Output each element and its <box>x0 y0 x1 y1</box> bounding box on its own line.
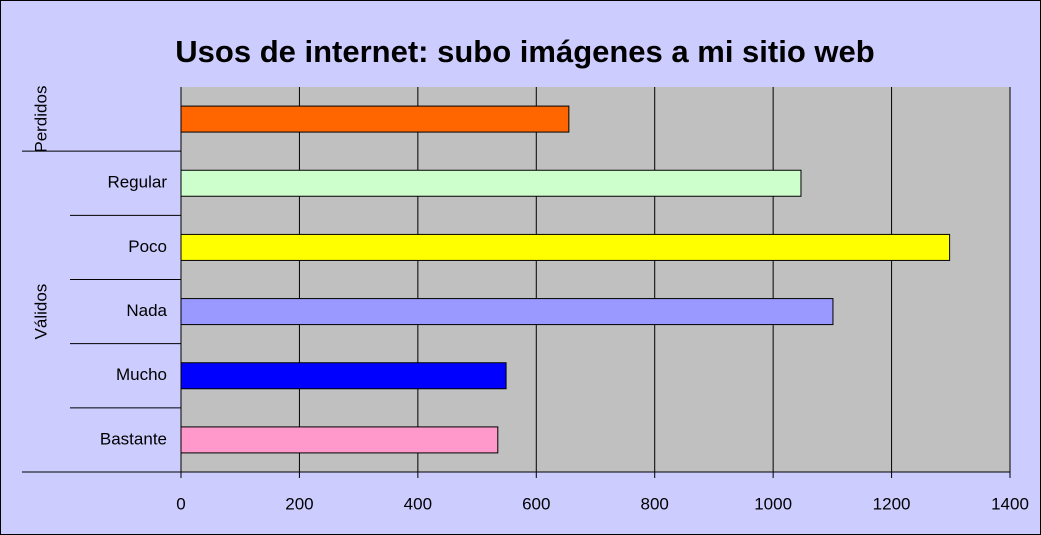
y-tick-label: Poco <box>128 237 167 256</box>
bar <box>180 233 951 261</box>
chart-title: Usos de internet: subo imágenes a mi sit… <box>175 34 874 69</box>
bar <box>180 105 570 133</box>
x-tick-label: 0 <box>176 494 185 513</box>
plot-area <box>181 87 1010 472</box>
x-tick-label: 200 <box>285 494 313 513</box>
y-tick-label: Mucho <box>116 365 167 384</box>
group-label: Válidos <box>31 284 50 340</box>
y-tick-label: Regular <box>107 173 167 192</box>
x-tick-label: 1400 <box>991 494 1029 513</box>
bar <box>180 426 499 454</box>
group-label: Perdidos <box>31 86 50 153</box>
x-tick-label: 1000 <box>754 494 792 513</box>
x-tick-label: 800 <box>641 494 669 513</box>
x-tick-label: 400 <box>404 494 432 513</box>
y-tick-label: Nada <box>126 301 167 320</box>
bar <box>180 362 507 390</box>
x-tick-label: 1200 <box>873 494 911 513</box>
y-tick-label: Bastante <box>100 429 167 448</box>
bar <box>180 298 834 326</box>
bar <box>180 169 802 197</box>
x-tick-label: 600 <box>522 494 550 513</box>
